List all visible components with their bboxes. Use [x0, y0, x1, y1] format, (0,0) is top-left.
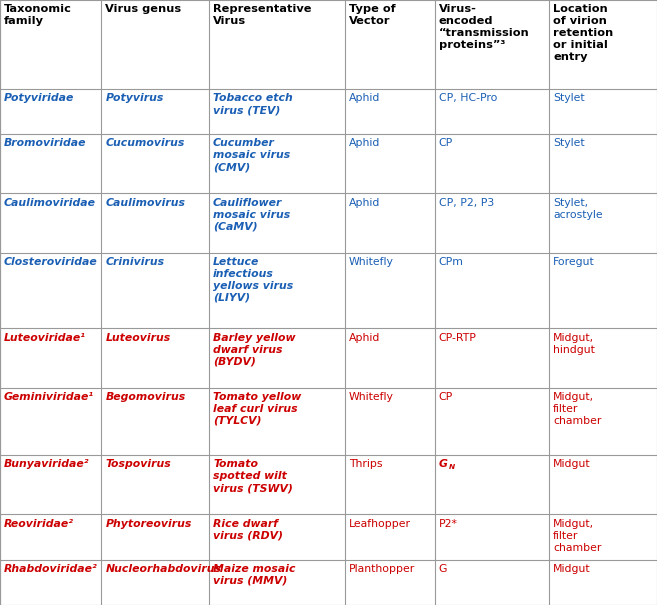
Text: CP, HC-Pro: CP, HC-Pro [438, 93, 497, 103]
Text: Tomato yellow
leaf curl virus
(TYLCV): Tomato yellow leaf curl virus (TYLCV) [213, 392, 302, 426]
Text: Thrips: Thrips [349, 459, 382, 469]
Text: Midgut: Midgut [553, 459, 591, 469]
Text: Stylet: Stylet [553, 139, 585, 148]
Text: Barley yellow
dwarf virus
(BYDV): Barley yellow dwarf virus (BYDV) [213, 333, 296, 367]
Text: Type of
Vector: Type of Vector [349, 4, 396, 26]
Text: Planthopper: Planthopper [349, 564, 415, 574]
Text: Aphid: Aphid [349, 333, 380, 342]
Text: Aphid: Aphid [349, 93, 380, 103]
Text: CP, P2, P3: CP, P2, P3 [438, 198, 494, 208]
Text: Virus-
encoded
“transmission
proteins”³: Virus- encoded “transmission proteins”³ [438, 4, 530, 50]
Text: CP: CP [438, 392, 453, 402]
Text: CP: CP [438, 139, 453, 148]
Text: CPm: CPm [438, 257, 463, 267]
Text: Luteovirus: Luteovirus [105, 333, 171, 342]
Text: Bromoviridae: Bromoviridae [4, 139, 87, 148]
Text: Cucumber
mosaic virus
(CMV): Cucumber mosaic virus (CMV) [213, 139, 290, 172]
Text: Representative
Virus: Representative Virus [213, 4, 311, 26]
Text: Nucleorhabdovirus: Nucleorhabdovirus [105, 564, 221, 574]
Text: Reoviridae²: Reoviridae² [4, 518, 74, 529]
Text: Phytoreovirus: Phytoreovirus [105, 518, 192, 529]
Text: Tospovirus: Tospovirus [105, 459, 171, 469]
Text: Location
of virion
retention
or initial
entry: Location of virion retention or initial … [553, 4, 614, 62]
Text: Lettuce
infectious
yellows virus
(LIYV): Lettuce infectious yellows virus (LIYV) [213, 257, 293, 303]
Text: Rice dwarf
virus (RDV): Rice dwarf virus (RDV) [213, 518, 283, 541]
Text: Cauliflower
mosaic virus
(CaMV): Cauliflower mosaic virus (CaMV) [213, 198, 290, 232]
Text: Aphid: Aphid [349, 198, 380, 208]
Text: Whitefly: Whitefly [349, 392, 394, 402]
Text: Caulimoviridae: Caulimoviridae [4, 198, 96, 208]
Text: Aphid: Aphid [349, 139, 380, 148]
Text: Midgut,
filter
chamber: Midgut, filter chamber [553, 518, 602, 552]
Text: Taxonomic
family: Taxonomic family [4, 4, 72, 26]
Text: Caulimovirus: Caulimovirus [105, 198, 185, 208]
Text: Begomovirus: Begomovirus [105, 392, 185, 402]
Text: Midgut,
filter
chamber: Midgut, filter chamber [553, 392, 602, 426]
Text: Foregut: Foregut [553, 257, 595, 267]
Text: Potyviridae: Potyviridae [4, 93, 74, 103]
Text: Cucumovirus: Cucumovirus [105, 139, 185, 148]
Text: Stylet,
acrostyle: Stylet, acrostyle [553, 198, 603, 220]
Text: Potyvirus: Potyvirus [105, 93, 164, 103]
Text: Bunyaviridae²: Bunyaviridae² [4, 459, 89, 469]
Text: Leafhopper: Leafhopper [349, 518, 411, 529]
Text: N: N [449, 463, 455, 469]
Text: Whitefly: Whitefly [349, 257, 394, 267]
Text: Midgut,
hindgut: Midgut, hindgut [553, 333, 595, 355]
Text: Rhabdoviridae²: Rhabdoviridae² [4, 564, 98, 574]
Text: Crinivirus: Crinivirus [105, 257, 164, 267]
Text: Virus genus: Virus genus [105, 4, 181, 14]
Text: Geminiviridae¹: Geminiviridae¹ [4, 392, 94, 402]
Text: Tobacco etch
virus (TEV): Tobacco etch virus (TEV) [213, 93, 293, 115]
Text: Stylet: Stylet [553, 93, 585, 103]
Text: G: G [438, 564, 447, 574]
Text: G: G [438, 459, 447, 469]
Text: Maize mosaic
virus (MMV): Maize mosaic virus (MMV) [213, 564, 296, 586]
Text: Luteoviridae¹: Luteoviridae¹ [4, 333, 86, 342]
Text: Midgut: Midgut [553, 564, 591, 574]
Text: Tomato
spotted wilt
virus (TSWV): Tomato spotted wilt virus (TSWV) [213, 459, 293, 493]
Text: P2*: P2* [438, 518, 457, 529]
Text: CP-RTP: CP-RTP [438, 333, 476, 342]
Text: Closteroviridae: Closteroviridae [4, 257, 98, 267]
